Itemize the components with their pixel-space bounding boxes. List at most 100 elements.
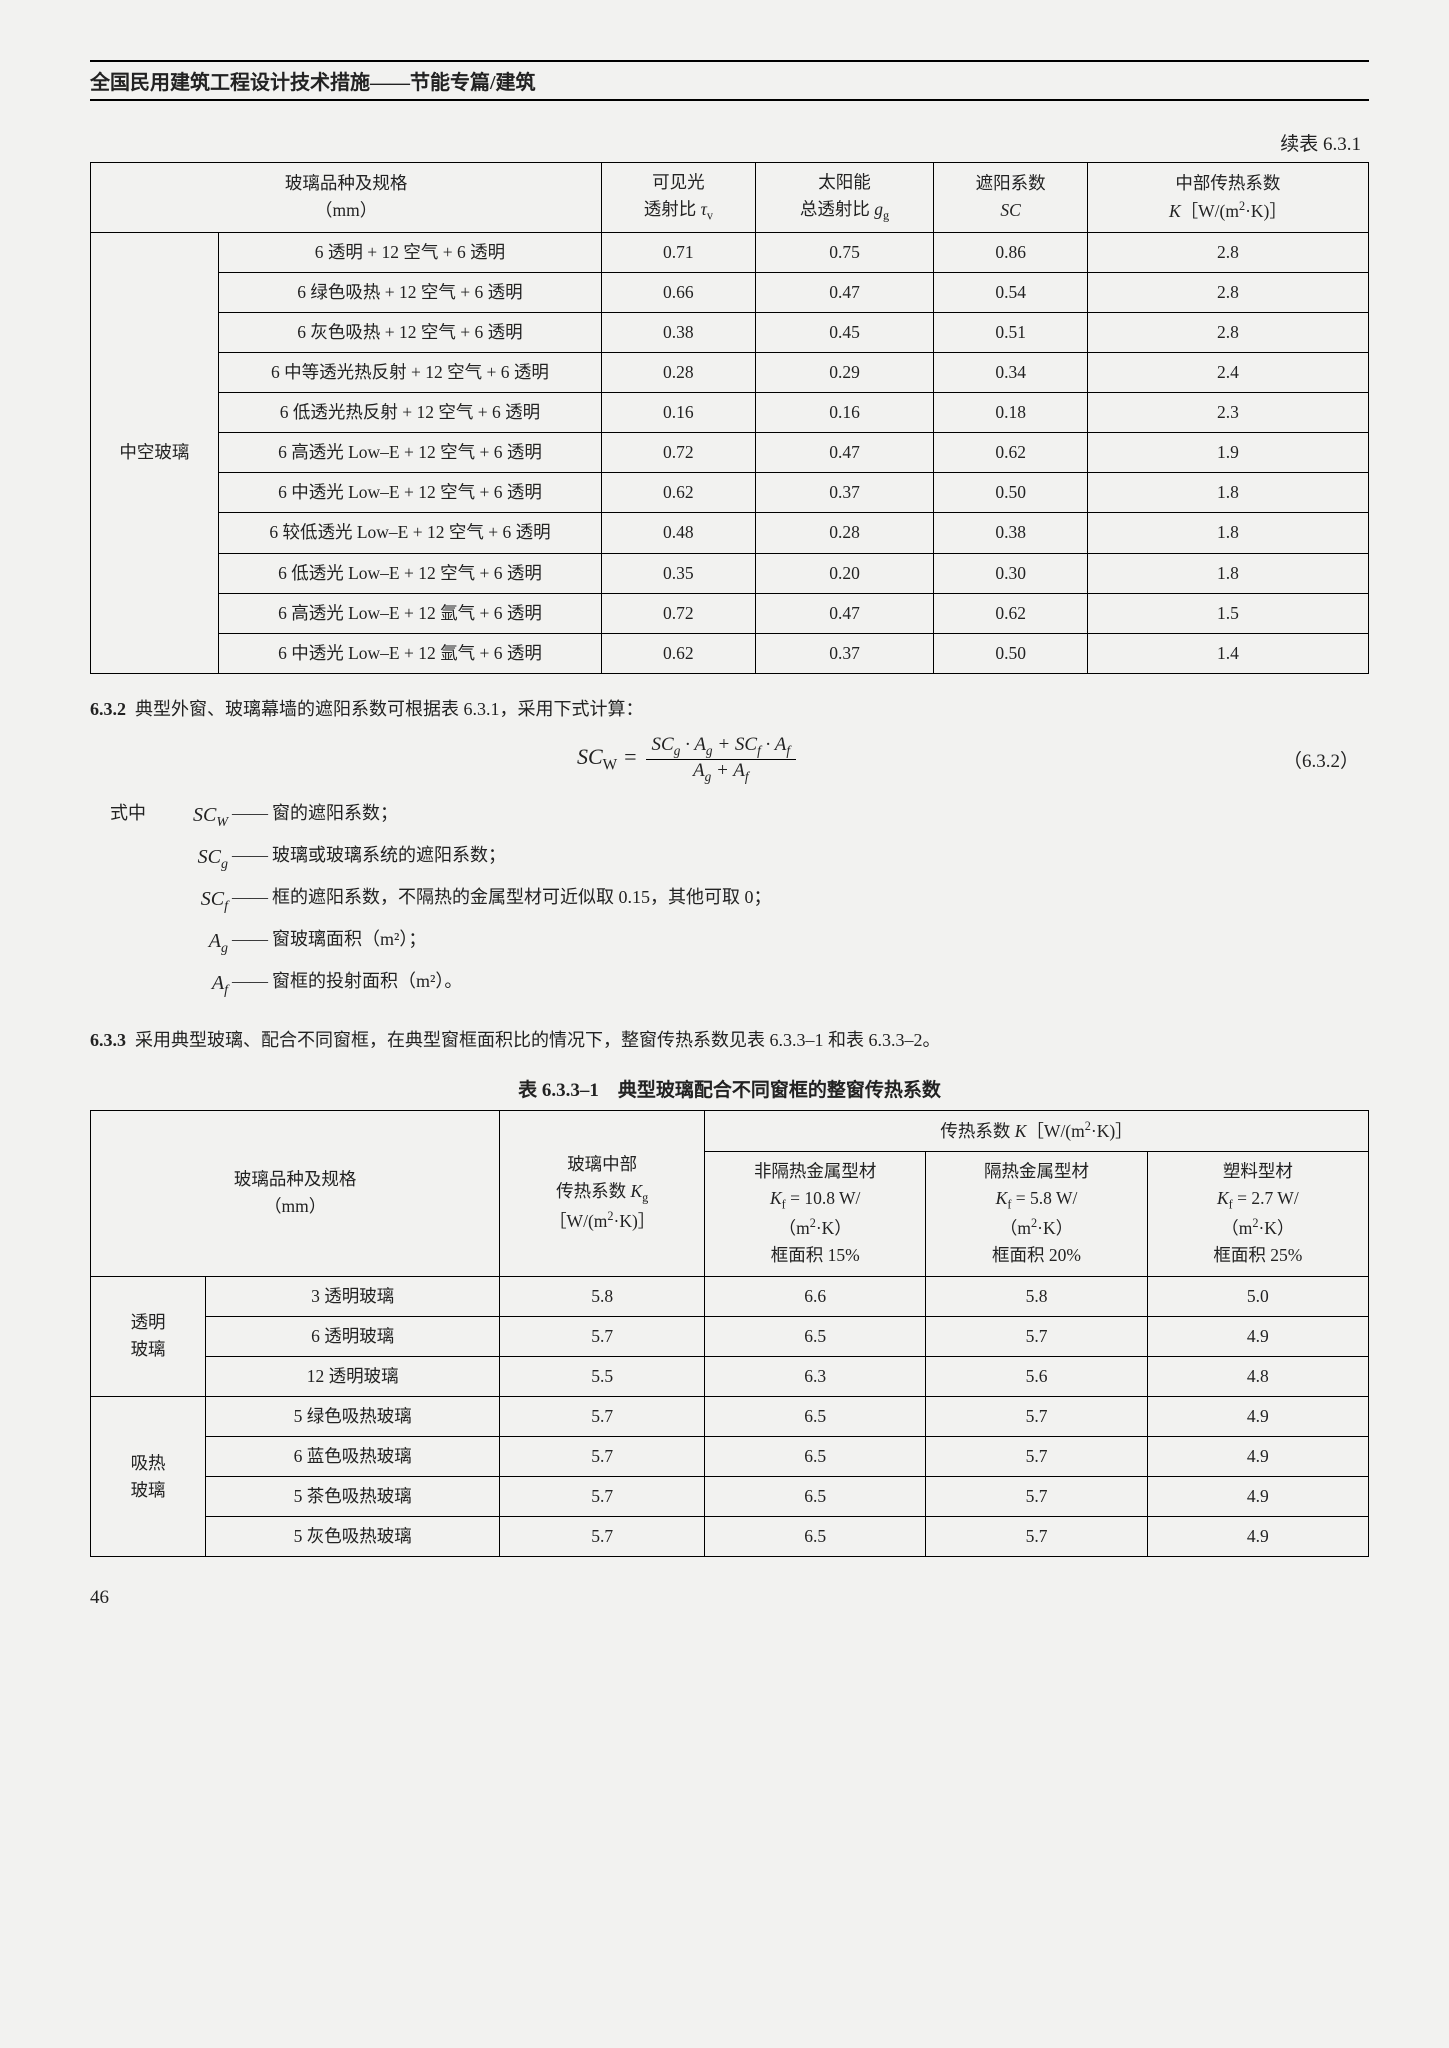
cell-value: 0.62	[602, 473, 755, 513]
table2-caption: 表 6.3.3–1 典型玻璃配合不同窗框的整窗传热系数	[90, 1075, 1369, 1102]
cell-value: 6.5	[705, 1477, 926, 1517]
cell-spec: 6 中透光 Low–E + 12 氩气 + 6 透明	[218, 633, 601, 673]
th-spec: 玻璃品种及规格（mm）	[91, 1110, 500, 1276]
cell-value: 0.37	[755, 473, 934, 513]
cell-value: 4.9	[1147, 1316, 1368, 1356]
cell-spec: 6 灰色吸热 + 12 空气 + 6 透明	[218, 312, 601, 352]
cell-value: 4.9	[1147, 1437, 1368, 1477]
cell-value: 5.7	[500, 1396, 705, 1436]
table-row: 6 绿色吸热 + 12 空气 + 6 透明0.660.470.542.8	[91, 272, 1369, 312]
cell-value: 6.5	[705, 1517, 926, 1557]
def-text: 窗玻璃面积（m²）；	[272, 921, 426, 963]
cell-value: 2.3	[1087, 393, 1368, 433]
table-6-3-1-continued: 玻璃品种及规格（mm） 可见光透射比 τv 太阳能总透射比 gg 遮阳系数SC …	[90, 162, 1369, 674]
cell-value: 0.62	[602, 633, 755, 673]
cell-value: 1.5	[1087, 593, 1368, 633]
cell-value: 1.4	[1087, 633, 1368, 673]
table-6-3-3-1: 玻璃品种及规格（mm） 玻璃中部传热系数 Kg［W/(m2·K)］ 传热系数 K…	[90, 1110, 1369, 1558]
cell-value: 5.7	[500, 1437, 705, 1477]
cell-value: 0.50	[934, 473, 1087, 513]
cell-spec: 6 绿色吸热 + 12 空气 + 6 透明	[218, 272, 601, 312]
cell-spec: 12 透明玻璃	[206, 1356, 500, 1396]
table-row: 吸热玻璃5 绿色吸热玻璃5.76.55.74.9	[91, 1396, 1369, 1436]
cell-value: 5.7	[500, 1316, 705, 1356]
symbol-definitions: 式中 SCW —— 窗的遮阳系数； SCg——玻璃或玻璃系统的遮阳系数； SCf…	[110, 795, 1369, 1005]
cell-spec: 5 茶色吸热玻璃	[206, 1477, 500, 1517]
running-header: 全国民用建筑工程设计技术措施——节能专篇/建筑	[90, 60, 1369, 101]
cell-value: 0.50	[934, 633, 1087, 673]
table-row: 6 高透光 Low–E + 12 空气 + 6 透明0.720.470.621.…	[91, 433, 1369, 473]
table-row: 5 茶色吸热玻璃5.76.55.74.9	[91, 1477, 1369, 1517]
th-col2: 隔热金属型材Kf = 5.8 W/（m2·K）框面积 20%	[926, 1151, 1147, 1276]
cell-value: 5.7	[926, 1517, 1147, 1557]
eq-number: （6.3.2）	[1283, 746, 1359, 773]
def-text: 窗框的投射面积（m²）。	[272, 963, 462, 1005]
cell-value: 5.6	[926, 1356, 1147, 1396]
table-row: 6 较低透光 Low–E + 12 空气 + 6 透明0.480.280.381…	[91, 513, 1369, 553]
cell-value: 5.5	[500, 1356, 705, 1396]
cell-value: 4.9	[1147, 1477, 1368, 1517]
table-row: 6 灰色吸热 + 12 空气 + 6 透明0.380.450.512.8	[91, 312, 1369, 352]
cell-spec: 6 中等透光热反射 + 12 空气 + 6 透明	[218, 352, 601, 392]
th-sc: 遮阳系数SC	[934, 163, 1087, 233]
cell-value: 4.9	[1147, 1517, 1368, 1557]
sec-num: 6.3.3	[90, 1030, 126, 1050]
cell-value: 0.35	[602, 553, 755, 593]
table-row: 5 灰色吸热玻璃5.76.55.74.9	[91, 1517, 1369, 1557]
defs-label: 式中	[110, 795, 168, 837]
cell-spec: 5 绿色吸热玻璃	[206, 1396, 500, 1436]
table-row: 6 蓝色吸热玻璃5.76.55.74.9	[91, 1437, 1369, 1477]
cell-value: 4.9	[1147, 1396, 1368, 1436]
cell-value: 0.86	[934, 232, 1087, 272]
cell-value: 0.54	[934, 272, 1087, 312]
cell-value: 5.0	[1147, 1276, 1368, 1316]
table-row: 6 高透光 Low–E + 12 氩气 + 6 透明0.720.470.621.…	[91, 593, 1369, 633]
cell-spec: 6 较低透光 Low–E + 12 空气 + 6 透明	[218, 513, 601, 553]
cell-spec: 6 高透光 Low–E + 12 氩气 + 6 透明	[218, 593, 601, 633]
group-label: 透明玻璃	[91, 1276, 206, 1396]
cell-spec: 6 透明 + 12 空气 + 6 透明	[218, 232, 601, 272]
group-label: 中空玻璃	[91, 232, 219, 673]
th-col3: 塑料型材Kf = 2.7 W/（m2·K）框面积 25%	[1147, 1151, 1368, 1276]
cell-value: 5.7	[500, 1477, 705, 1517]
cell-value: 0.51	[934, 312, 1087, 352]
cell-value: 1.9	[1087, 433, 1368, 473]
cell-value: 0.30	[934, 553, 1087, 593]
cell-value: 5.7	[926, 1477, 1147, 1517]
cell-value: 0.48	[602, 513, 755, 553]
para-6-3-2: 6.3.2 典型外窗、玻璃幕墙的遮阳系数可根据表 6.3.1，采用下式计算：	[90, 692, 1369, 726]
header-title: 全国民用建筑工程设计技术措施——节能专篇/建筑	[90, 66, 536, 95]
cell-value: 0.72	[602, 433, 755, 473]
cell-value: 0.45	[755, 312, 934, 352]
cell-value: 4.8	[1147, 1356, 1368, 1396]
th-col1: 非隔热金属型材Kf = 10.8 W/（m2·K）框面积 15%	[705, 1151, 926, 1276]
cell-value: 2.4	[1087, 352, 1368, 392]
cell-value: 0.38	[934, 513, 1087, 553]
cell-value: 0.47	[755, 593, 934, 633]
cell-value: 0.72	[602, 593, 755, 633]
table-row: 6 中等透光热反射 + 12 空气 + 6 透明0.280.290.342.4	[91, 352, 1369, 392]
th-vis: 可见光透射比 τv	[602, 163, 755, 233]
table-row: 6 透明玻璃5.76.55.74.9	[91, 1316, 1369, 1356]
equation-6-3-2: SCW = SCg · Ag + SCf · Af Ag + Af （6.3.2…	[90, 734, 1369, 785]
cell-value: 0.62	[934, 593, 1087, 633]
cell-value: 5.7	[926, 1437, 1147, 1477]
page-number: 46	[90, 1587, 1369, 1609]
th-solar: 太阳能总透射比 gg	[755, 163, 934, 233]
cell-spec: 6 低透光热反射 + 12 空气 + 6 透明	[218, 393, 601, 433]
cell-value: 0.29	[755, 352, 934, 392]
cell-spec: 6 低透光 Low–E + 12 空气 + 6 透明	[218, 553, 601, 593]
cell-spec: 6 中透光 Low–E + 12 空气 + 6 透明	[218, 473, 601, 513]
cell-value: 0.28	[755, 513, 934, 553]
cell-value: 5.7	[926, 1316, 1147, 1356]
cell-value: 0.71	[602, 232, 755, 272]
def-text: 玻璃或玻璃系统的遮阳系数；	[272, 837, 506, 879]
cell-value: 0.20	[755, 553, 934, 593]
cell-value: 1.8	[1087, 553, 1368, 593]
cell-value: 5.8	[926, 1276, 1147, 1316]
para-6-3-3: 6.3.3 采用典型玻璃、配合不同窗框，在典型窗框面积比的情况下，整窗传热系数见…	[90, 1023, 1369, 1057]
table-row: 中空玻璃6 透明 + 12 空气 + 6 透明0.710.750.862.8	[91, 232, 1369, 272]
cell-spec: 3 透明玻璃	[206, 1276, 500, 1316]
cell-value: 5.7	[500, 1517, 705, 1557]
cell-spec: 6 透明玻璃	[206, 1316, 500, 1356]
